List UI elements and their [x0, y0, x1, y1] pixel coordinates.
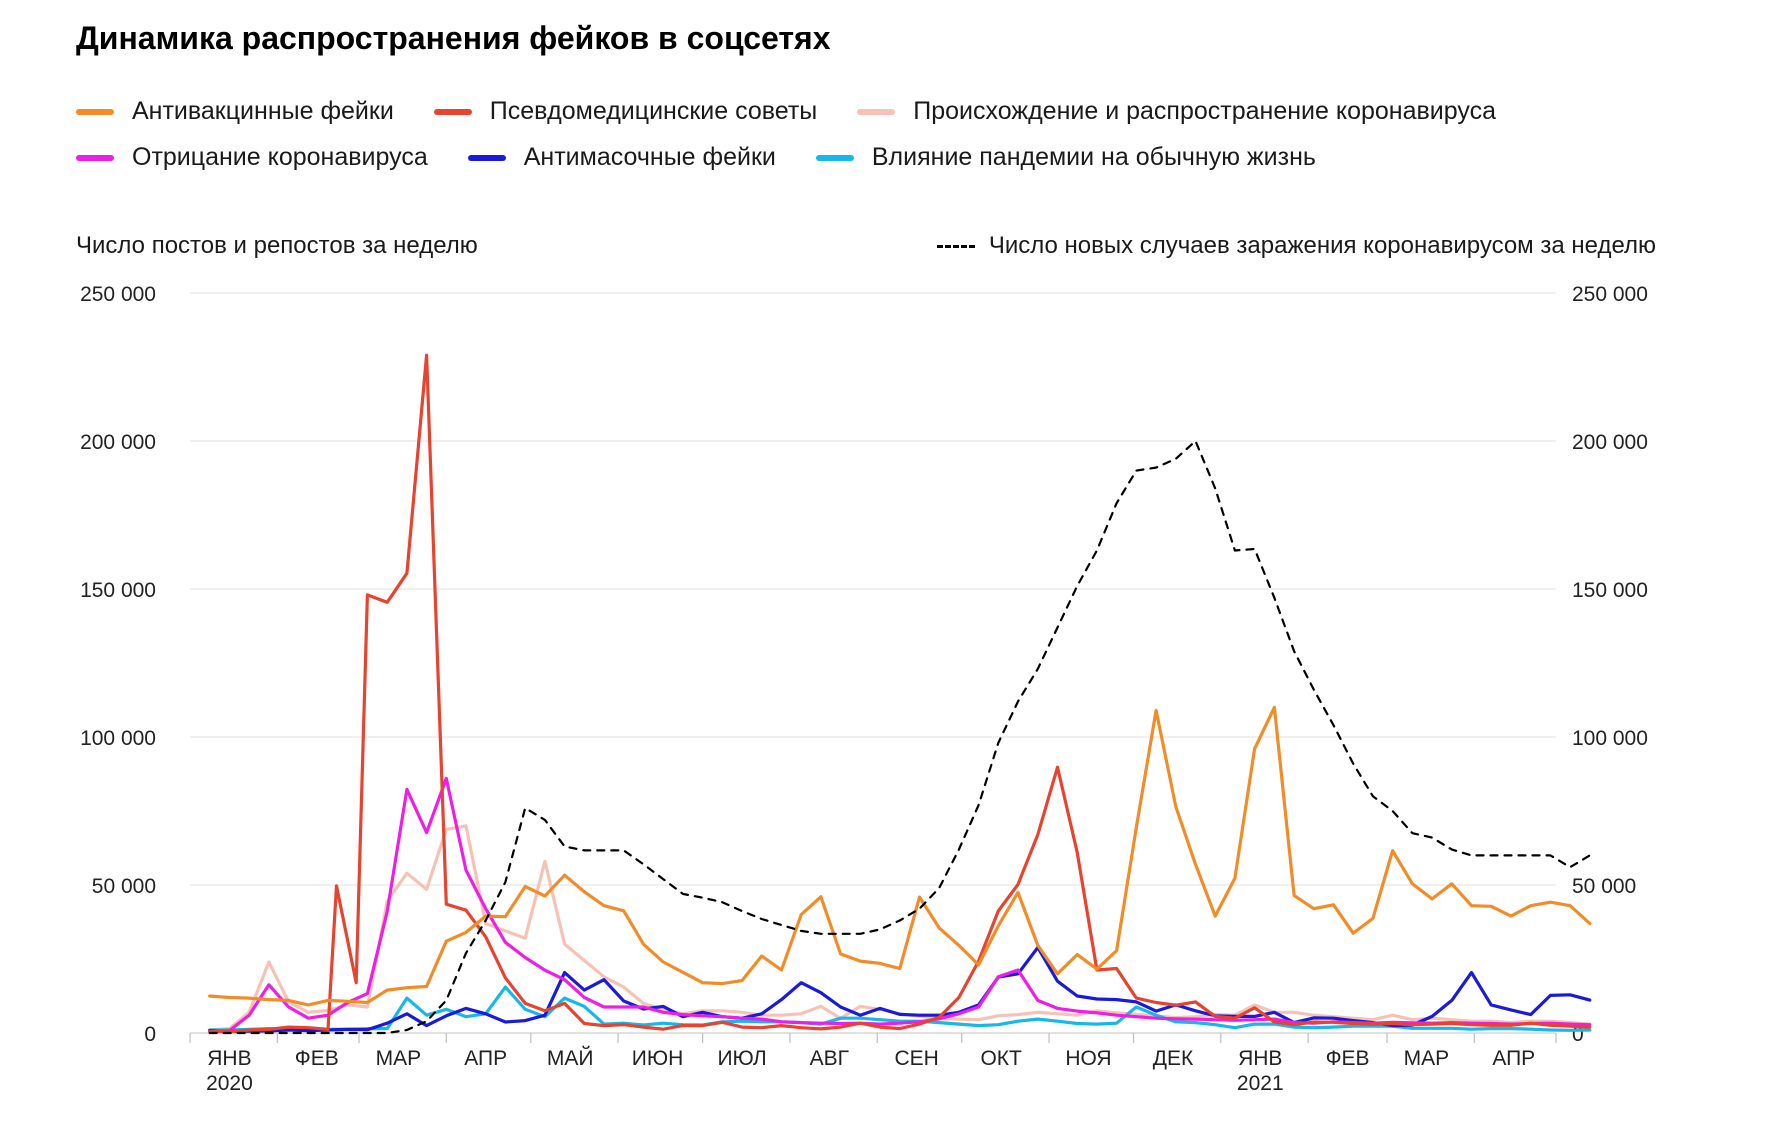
- x-tick-label-10: НОЯ: [1065, 1047, 1111, 1070]
- legend-label-antimask: Антимасочные фейки: [523, 143, 776, 171]
- y-tick-left-2: 100 000: [80, 727, 156, 750]
- legend-swatch-denial: [76, 154, 114, 161]
- legend-row-1: Антивакцинные фейки Псевдомедицинские со…: [76, 97, 1496, 126]
- legend-item-pseudomed: Псевдомедицинские советы: [433, 97, 818, 126]
- legend-item-denial: Отрицание коронавируса: [76, 143, 428, 172]
- legend-swatch-cases: [936, 244, 975, 248]
- y-tick-left-4: 200 000: [80, 431, 156, 454]
- legend-row-2: Отрицание коронавируса Антимасочные фейк…: [76, 143, 1316, 172]
- y-tick-right-3: 150 000: [1572, 579, 1648, 602]
- y-tick-right-5: 250 000: [1572, 283, 1648, 306]
- y-tick-left-0: 0: [144, 1023, 156, 1046]
- y-tick-left-3: 150 000: [80, 579, 156, 602]
- legend-swatch-antivax: [76, 108, 114, 115]
- y-tick-right-0: 0: [1572, 1023, 1584, 1046]
- y-axis-right-label: Число новых случаев заражения коронавиру…: [988, 232, 1656, 259]
- x-tick-year-0: 2020: [206, 1072, 253, 1095]
- x-tick-label-2: МАР: [376, 1047, 422, 1070]
- legend-item-antivax: Антивакцинные фейки: [76, 97, 394, 126]
- legend-swatch-daily-life: [815, 154, 854, 161]
- legend-swatch-origin: [857, 108, 896, 115]
- legend-item-daily-life: Влияние пандемии на обычную жизнь: [815, 143, 1316, 172]
- y-axis-left-label: Число постов и репостов за неделю: [76, 232, 478, 259]
- x-tick-label-6: ИЮЛ: [717, 1047, 766, 1070]
- y-axis-right-legend: Число новых случаев заражения коронавиру…: [936, 232, 1656, 260]
- x-tick-label-14: МАР: [1404, 1047, 1450, 1070]
- legend-label-pseudomed: Псевдомедицинские советы: [489, 97, 818, 125]
- y-tick-left-5: 250 000: [80, 283, 156, 306]
- series-line-3: [208, 776, 1592, 1034]
- x-tick-label-5: ИЮН: [632, 1047, 683, 1070]
- y-tick-right-2: 100 000: [1572, 727, 1648, 750]
- x-tick-label-3: АПР: [464, 1047, 507, 1070]
- series-line-6: [208, 439, 1591, 1035]
- legend-label-denial: Отрицание коронавируса: [132, 143, 428, 171]
- y-tick-right-4: 200 000: [1572, 431, 1648, 454]
- legend-item-antimask: Антимасочные фейки: [467, 143, 776, 172]
- x-tick-label-12: ЯНВ: [1238, 1047, 1282, 1070]
- x-tick-label-7: АВГ: [810, 1047, 849, 1070]
- series-line-2: [208, 824, 1592, 1032]
- x-tick-label-1: ФЕВ: [295, 1047, 339, 1070]
- x-tick-label-4: МАЙ: [547, 1046, 594, 1070]
- legend-label-origin: Происхождение и распространение коронави…: [913, 97, 1496, 125]
- x-tick-label-13: ФЕВ: [1326, 1047, 1370, 1070]
- y-tick-left-1: 50 000: [92, 875, 156, 898]
- x-tick-label-8: СЕН: [894, 1047, 938, 1070]
- x-tick-label-0: ЯНВ: [207, 1047, 251, 1070]
- series-line-5: [208, 985, 1592, 1032]
- legend-swatch-pseudomed: [433, 108, 472, 115]
- series-line-1: [208, 353, 1592, 1034]
- legend-item-origin: Происхождение и распространение коронави…: [857, 97, 1496, 126]
- x-tick-label-15: АПР: [1492, 1047, 1535, 1070]
- x-tick-label-9: ОКТ: [980, 1047, 1022, 1070]
- chart-title: Динамика распространения фейков в соцсет…: [76, 20, 831, 56]
- x-tick-year-12: 2021: [1237, 1072, 1284, 1095]
- legend-swatch-antimask: [467, 154, 506, 161]
- legend-label-antivax: Антивакцинные фейки: [132, 97, 394, 125]
- x-tick-label-11: ДЕК: [1153, 1047, 1194, 1070]
- series-line-0: [208, 705, 1592, 1007]
- legend-label-daily-life: Влияние пандемии на обычную жизнь: [871, 143, 1316, 171]
- y-tick-right-1: 50 000: [1572, 875, 1636, 898]
